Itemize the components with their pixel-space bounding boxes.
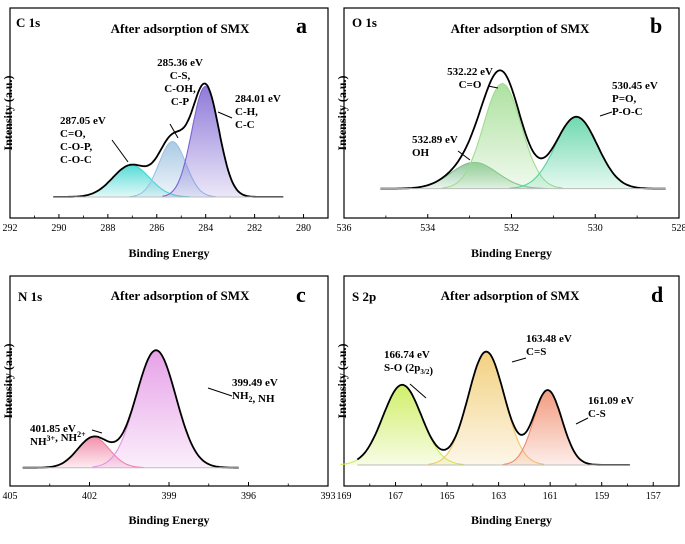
annotation-line: 166.74 eV (384, 349, 430, 361)
x-axis-label: Binding Energy (471, 246, 552, 260)
y-axis-label: Intensity (a.u.) (1, 75, 15, 150)
peak-annotation: 161.09 eVC-S (576, 395, 634, 424)
core-level-label: S 2p (352, 289, 376, 304)
annotation-line: P=O, (612, 93, 637, 105)
x-tick-label: 405 (3, 491, 18, 502)
x-axis-label: Binding Energy (128, 246, 209, 260)
y-axis-label: Intensity (a.u.) (335, 75, 349, 150)
panel-letter: d (651, 282, 663, 307)
core-level-label: N 1s (18, 289, 42, 304)
x-tick-label: 528 (672, 223, 685, 234)
x-tick-label: 393 (321, 491, 336, 502)
x-tick-label: 402 (82, 491, 97, 502)
panel-b: 536 534 532 530 528 Binding Energy Intensity (… (335, 8, 685, 260)
x-tick-label: 292 (3, 223, 18, 234)
x-tick-label: 284 (198, 223, 213, 234)
component-peak-fill (340, 385, 464, 465)
annotation-leader (600, 112, 612, 116)
panel-c: 405 402 399 396 393 Binding Energy Intensity (… (1, 276, 336, 527)
annotation-leader (218, 112, 232, 118)
annotation-line: C=O (459, 79, 482, 91)
annotation-line: 284.01 eV (235, 93, 281, 105)
annotation-line: OH (412, 147, 430, 159)
x-tick-label: 399 (162, 491, 177, 502)
panel-a: 292 290 288 286 284 282 280 Binding Energy Inten… (1, 8, 328, 260)
x-tick-label: 286 (149, 223, 164, 234)
annotation-leader (488, 86, 498, 88)
annotation-line: 285.36 eV (157, 57, 203, 69)
annotation-line: 399.49 eV (232, 377, 278, 389)
annotation-line: P-O-C (612, 106, 643, 118)
annotation-line: C-C (235, 119, 255, 131)
x-tick-label: 161 (543, 491, 558, 502)
panel-letter: c (296, 282, 306, 307)
x-axis-label: Binding Energy (128, 513, 209, 527)
annotation-line: 287.05 eV (60, 115, 106, 127)
x-tick-label: 165 (440, 491, 455, 502)
panel-d: 169 167 165 163 161 159 157 Binding Energy Inten… (335, 276, 679, 527)
peak-annotation: 287.05 eVC=O,C-O-P,C-O-C (60, 115, 128, 166)
annotation-line: 530.45 eV (612, 80, 658, 92)
annotation-line: C-H, (235, 106, 258, 118)
panel-letter: b (650, 13, 662, 38)
x-tick-label: 290 (51, 223, 66, 234)
x-tick-label: 280 (296, 223, 311, 234)
annotation-line: 163.48 eV (526, 333, 572, 345)
annotation-line: C-O-P, (60, 141, 93, 153)
x-tick-label: 536 (337, 223, 352, 234)
x-tick-label: 530 (588, 223, 603, 234)
panel-title: After adsorption of SMX (451, 21, 590, 36)
annotation-leader (112, 140, 128, 162)
x-tick-label: 159 (594, 491, 609, 502)
annotation-leader (512, 358, 526, 362)
x-tick-label: 282 (247, 223, 262, 234)
x-tick-label: 157 (646, 491, 661, 502)
x-tick-label: 532 (504, 223, 519, 234)
component-peak-fill (92, 350, 219, 467)
panel-letter: a (296, 13, 307, 38)
x-tick-label: 163 (491, 491, 506, 502)
peak-annotation: 163.48 eVC=S (512, 333, 572, 362)
annotation-line: C-P (171, 96, 190, 108)
annotation-line: 532.89 eV (412, 134, 458, 146)
x-tick-label: 288 (100, 223, 115, 234)
core-level-label: C 1s (16, 15, 40, 30)
x-tick-label: 169 (337, 491, 352, 502)
y-axis-label: Intensity (a.u.) (1, 343, 15, 418)
peak-annotation: 530.45 eVP=O,P-O-C (600, 80, 658, 118)
annotation-line: C-O-C (60, 154, 92, 166)
peak-annotation: 532.22 eVC=O (447, 66, 498, 91)
annotation-line: 161.09 eV (588, 395, 634, 407)
annotation-line: 532.22 eV (447, 66, 493, 78)
annotation-line: C-OH, (164, 83, 196, 95)
core-level-label: O 1s (352, 15, 377, 30)
annotation-line: S-O (2p3/2) (384, 362, 433, 377)
panel-title: After adsorption of SMX (111, 288, 250, 303)
annotation-leader (208, 388, 232, 396)
annotation-leader (92, 430, 102, 433)
peak-annotation: 284.01 eVC-H,C-C (218, 93, 281, 131)
x-axis-label: Binding Energy (471, 513, 552, 527)
annotation-line: C=O, (60, 128, 86, 140)
x-tick-label: 534 (420, 223, 435, 234)
y-axis-label: Intensity (a.u.) (335, 343, 349, 418)
annotation-line: C=S (526, 346, 546, 358)
panel-title: After adsorption of SMX (111, 21, 250, 36)
x-tick-label: 396 (241, 491, 256, 502)
x-tick-label: 167 (388, 491, 403, 502)
annotation-line: NH2, NH (232, 390, 275, 405)
annotation-leader (576, 418, 588, 424)
annotation-line: C-S, (170, 70, 191, 82)
panel-title: After adsorption of SMX (441, 288, 580, 303)
annotation-line: C-S (588, 408, 606, 420)
